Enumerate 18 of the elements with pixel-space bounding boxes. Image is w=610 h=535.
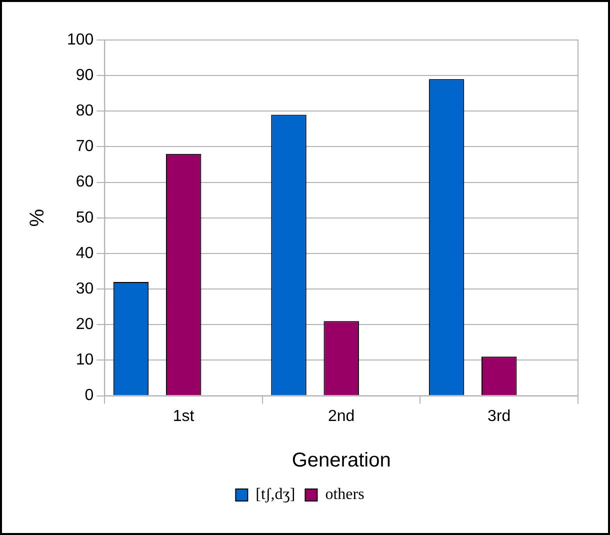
y-tick-label: 90 <box>76 66 94 84</box>
x-tick-label: 3rd <box>488 408 511 425</box>
legend-label: others <box>325 486 364 504</box>
y-tick-label: 20 <box>76 316 94 334</box>
y-tick-label: 40 <box>76 244 94 262</box>
y-tick-label: 60 <box>76 174 94 191</box>
y-tick-label: 70 <box>76 138 94 156</box>
x-tick-label: 1st <box>172 408 195 425</box>
y-tick-label: 100 <box>66 31 94 48</box>
y-tick-label: 30 <box>76 280 94 298</box>
x-axis-title: Generation <box>292 450 391 472</box>
y-tick-label: 80 <box>76 102 94 120</box>
y-tick-label: 50 <box>76 209 94 226</box>
legend-label: [tʃ,dʒ] <box>256 486 296 504</box>
y-tick-label: 0 <box>84 387 94 404</box>
x-tick-label: 2nd <box>328 408 355 425</box>
y-tick-label: 10 <box>76 352 94 369</box>
y-axis-title: % <box>26 208 49 227</box>
